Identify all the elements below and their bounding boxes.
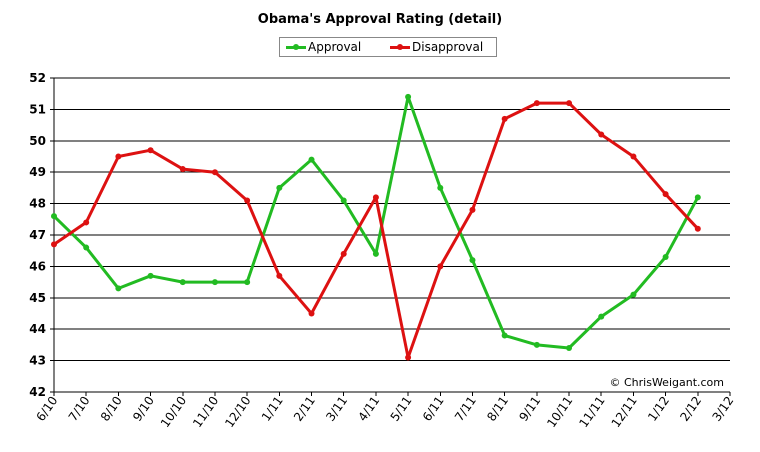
y-tick-label-44: 44 (29, 322, 46, 336)
data-point-approval-2 (115, 285, 122, 292)
data-point-disapproval-1 (83, 219, 90, 226)
y-tick-label-45: 45 (29, 291, 46, 305)
y-tick-label-47: 47 (29, 228, 46, 242)
legend-label-disapproval: Disapproval (412, 40, 484, 54)
x-tick-label-12: 6/11 (420, 394, 447, 424)
y-tick-label-51: 51 (29, 102, 46, 116)
x-tick-label-20: 2/12 (677, 394, 704, 424)
data-point-disapproval-19 (662, 191, 669, 198)
data-point-disapproval-9 (340, 250, 347, 257)
x-tick-label-13: 7/11 (452, 394, 479, 424)
x-tick-label-18: 12/11 (609, 394, 640, 430)
data-point-disapproval-0 (51, 241, 57, 248)
data-point-approval-17 (598, 313, 605, 320)
data-point-approval-7 (276, 184, 283, 191)
data-point-approval-11 (405, 93, 412, 100)
data-point-disapproval-10 (372, 194, 379, 201)
data-point-disapproval-4 (179, 166, 186, 173)
y-tick-label-42: 42 (29, 385, 46, 399)
y-tick-label-48: 48 (29, 197, 46, 211)
x-tick-label-1: 7/10 (66, 394, 93, 424)
data-point-approval-14 (501, 332, 508, 339)
legend-swatch-disapproval (390, 39, 410, 55)
x-tick-label-9: 3/11 (323, 394, 350, 424)
data-point-approval-10 (372, 250, 379, 257)
data-point-disapproval-13 (469, 206, 476, 213)
legend-item-approval: Approval (286, 39, 361, 55)
x-tick-label-17: 11/11 (576, 394, 607, 430)
data-point-approval-15 (533, 341, 540, 348)
x-tick-label-4: 10/10 (158, 394, 189, 430)
y-tick-label-43: 43 (29, 354, 46, 368)
x-tick-label-7: 1/11 (259, 394, 286, 424)
data-point-approval-13 (469, 257, 476, 264)
data-point-disapproval-12 (437, 263, 444, 270)
data-point-disapproval-2 (115, 153, 122, 160)
x-tick-label-6: 12/10 (222, 394, 253, 430)
data-point-disapproval-11 (405, 354, 412, 361)
data-point-disapproval-8 (308, 310, 315, 317)
data-point-approval-9 (340, 197, 347, 204)
data-point-approval-16 (566, 345, 573, 352)
data-point-disapproval-16 (566, 100, 573, 107)
x-tick-label-10: 4/11 (355, 394, 382, 424)
legend: Approval Disapproval (279, 37, 497, 57)
data-point-approval-8 (308, 156, 315, 163)
x-tick-label-21: 3/12 (710, 394, 737, 424)
data-point-disapproval-3 (147, 147, 154, 154)
x-tick-label-16: 10/11 (544, 394, 575, 430)
data-point-approval-4 (179, 279, 186, 286)
y-tick-label-50: 50 (29, 134, 46, 148)
data-point-disapproval-15 (533, 100, 540, 107)
x-tick-label-15: 9/11 (516, 394, 543, 424)
data-point-disapproval-6 (244, 197, 251, 204)
data-point-disapproval-17 (598, 131, 605, 138)
data-point-approval-18 (630, 291, 637, 298)
x-tick-label-19: 1/12 (645, 394, 672, 424)
data-point-approval-5 (211, 279, 218, 286)
chart-title: Obama's Approval Rating (detail) (257, 12, 503, 27)
y-tick-label-46: 46 (29, 259, 46, 273)
x-tick-label-8: 2/11 (291, 394, 318, 424)
x-tick-label-3: 9/10 (130, 394, 157, 424)
y-tick-label-52: 52 (29, 71, 46, 85)
data-point-disapproval-20 (694, 225, 701, 232)
legend-item-disapproval: Disapproval (390, 39, 483, 55)
x-tick-label-14: 8/11 (484, 394, 511, 424)
data-point-approval-0 (51, 213, 57, 220)
data-point-approval-1 (83, 244, 90, 251)
data-point-disapproval-7 (276, 272, 283, 279)
data-point-approval-6 (244, 279, 251, 286)
x-tick-label-5: 11/10 (190, 394, 221, 430)
data-point-disapproval-18 (630, 153, 637, 160)
copyright-annotation: © ChrisWeigant.com (609, 376, 724, 389)
x-tick-label-11: 5/11 (388, 394, 415, 424)
data-point-approval-3 (147, 272, 154, 279)
legend-swatch-approval (286, 39, 306, 55)
x-tick-label-2: 8/10 (98, 394, 125, 424)
y-tick-label-49: 49 (29, 165, 46, 179)
data-point-approval-19 (662, 253, 669, 260)
legend-label-approval: Approval (308, 40, 362, 54)
data-point-disapproval-14 (501, 115, 508, 122)
data-point-approval-12 (437, 184, 444, 191)
data-point-approval-20 (694, 194, 701, 201)
data-point-disapproval-5 (211, 169, 218, 176)
